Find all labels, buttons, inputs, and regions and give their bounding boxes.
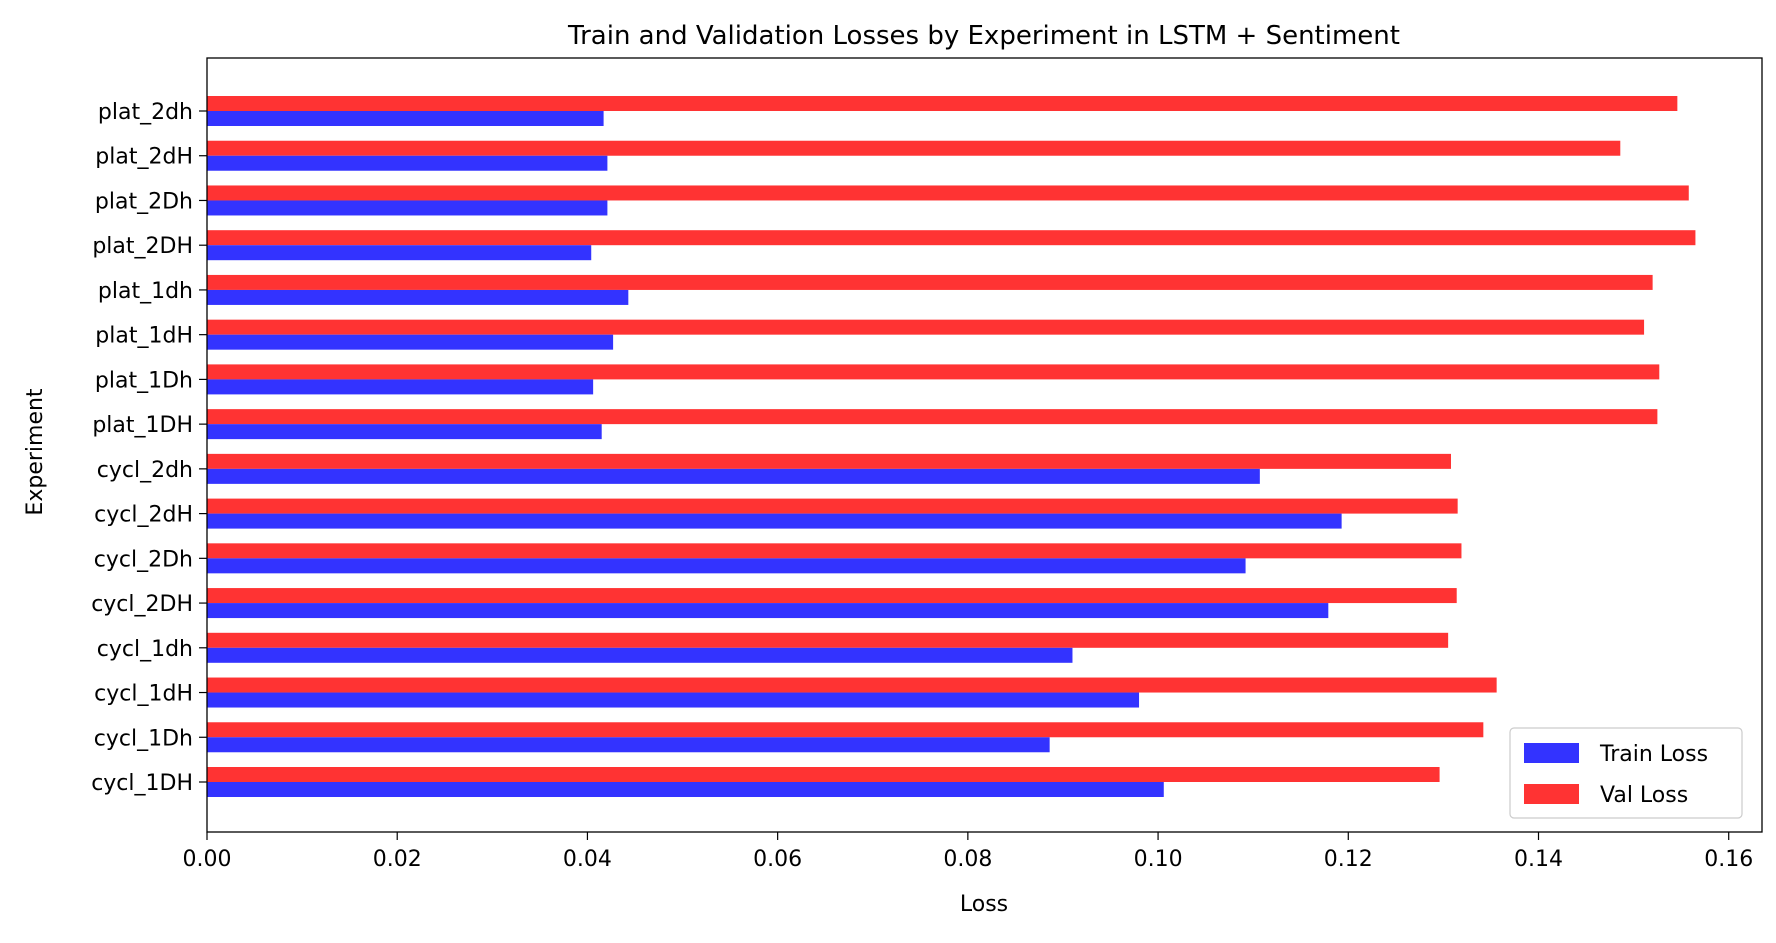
- bar-train-loss-cycl_1dh: [207, 647, 1073, 663]
- chart-title: Train and Validation Losses by Experimen…: [567, 21, 1400, 51]
- bar-val-loss-plat_2dH: [207, 140, 1621, 156]
- y-tick-label: plat_2DH: [92, 234, 193, 259]
- y-tick-label: cycl_2DH: [91, 592, 193, 617]
- y-tick-label: plat_2dh: [98, 100, 193, 125]
- x-tick-label: 0.08: [943, 847, 992, 872]
- bar-val-loss-cycl_2Dh: [207, 543, 1462, 559]
- y-tick-label: cycl_1dh: [97, 637, 193, 662]
- plot-frame: [206, 57, 1763, 833]
- bar-train-loss-plat_2DH: [207, 245, 592, 261]
- bar-val-loss-cycl_1dH: [207, 677, 1497, 693]
- y-tick-label: cycl_2dh: [97, 458, 193, 483]
- legend: Train Loss Val Loss: [1509, 727, 1743, 819]
- y-tick-label: cycl_2Dh: [94, 547, 193, 572]
- bar-val-loss-plat_1DH: [207, 409, 1658, 425]
- bar-train-loss-plat_1Dh: [207, 379, 594, 395]
- x-tick-label: 0.04: [563, 847, 612, 872]
- bar-train-loss-cycl_1Dh: [207, 737, 1050, 753]
- bar-val-loss-plat_1dH: [207, 319, 1645, 335]
- bar-train-loss-plat_2dh: [207, 111, 604, 126]
- bar-val-loss-plat_2dh: [207, 96, 1678, 111]
- x-tick-label: 0.14: [1514, 847, 1563, 872]
- bar-val-loss-plat_2Dh: [207, 185, 1689, 201]
- x-tick-label: 0.06: [753, 847, 802, 872]
- bar-train-loss-cycl_2Dh: [207, 558, 1246, 574]
- bar-val-loss-cycl_2DH: [207, 588, 1457, 604]
- y-tick-label: plat_1dH: [95, 324, 193, 349]
- bar-train-loss-plat_1dH: [207, 334, 614, 350]
- bar-val-loss-cycl_2dH: [207, 498, 1458, 514]
- legend-swatch-train: [1524, 743, 1579, 763]
- bars-layer: [207, 96, 1696, 797]
- bar-train-loss-cycl_2dh: [207, 468, 1260, 484]
- y-tick-label: cycl_1Dh: [94, 726, 193, 751]
- y-tick-label: plat_2dH: [95, 145, 193, 170]
- y-tick-label: plat_1Dh: [95, 368, 193, 393]
- x-axis-label: Loss: [960, 892, 1008, 917]
- y-axis-label: Experiment: [23, 388, 48, 515]
- bar-val-loss-plat_1Dh: [207, 364, 1660, 380]
- bar-train-loss-plat_1dh: [207, 289, 629, 305]
- axes-layer: cycl_1DH cycl_1Dh cycl_1dH cycl_1dh cycl_2DH…: [91, 57, 1763, 872]
- bar-train-loss-cycl_2dH: [207, 513, 1342, 529]
- y-tick-label: cycl_1dH: [94, 682, 193, 707]
- y-tick-label: cycl_1DH: [91, 771, 193, 796]
- x-tick-label: 0.00: [183, 847, 232, 872]
- bar-val-loss-cycl_1dh: [207, 632, 1449, 648]
- legend-label-val: Val Loss: [1600, 783, 1688, 808]
- y-tick-label: plat_1DH: [92, 413, 193, 438]
- bar-val-loss-cycl_2dh: [207, 453, 1451, 469]
- bar-train-loss-cycl_2DH: [207, 603, 1329, 619]
- bar-train-loss-plat_2Dh: [207, 200, 608, 216]
- x-tick-label: 0.10: [1134, 847, 1183, 872]
- bar-val-loss-plat_1dh: [207, 274, 1653, 290]
- y-tick-label: plat_1dh: [98, 279, 193, 304]
- y-tick-label: plat_2Dh: [95, 189, 193, 214]
- bar-train-loss-cycl_1dH: [207, 692, 1140, 708]
- y-tick-label: cycl_2dH: [94, 503, 193, 528]
- bar-train-loss-cycl_1DH: [207, 782, 1164, 797]
- bar-val-loss-plat_2DH: [207, 230, 1696, 246]
- legend-label-train: Train Loss: [1599, 742, 1708, 767]
- bar-train-loss-plat_2dH: [207, 155, 608, 171]
- bar-val-loss-cycl_1DH: [207, 767, 1440, 782]
- bar-val-loss-cycl_1Dh: [207, 722, 1484, 738]
- bar-train-loss-plat_1DH: [207, 424, 602, 440]
- x-tick-label: 0.02: [373, 847, 422, 872]
- x-tick-label: 0.16: [1704, 847, 1753, 872]
- x-tick-label: 0.12: [1324, 847, 1373, 872]
- legend-swatch-val: [1524, 784, 1579, 804]
